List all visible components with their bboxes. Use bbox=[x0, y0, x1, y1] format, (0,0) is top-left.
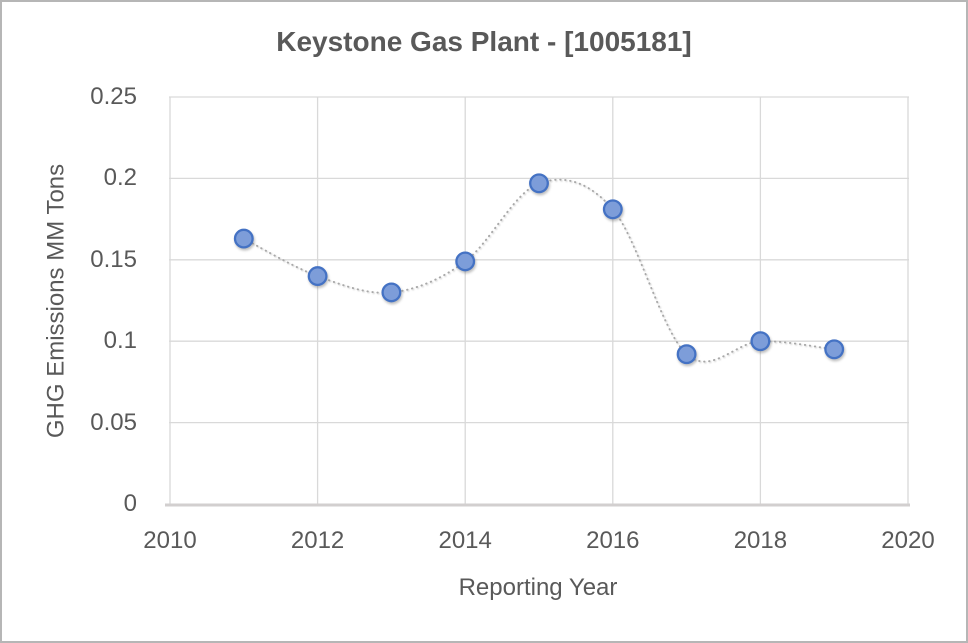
y-tick-label: 0 bbox=[123, 490, 137, 517]
x-tick-label: 2014 bbox=[438, 527, 492, 554]
y-tick-label: 0.1 bbox=[103, 327, 137, 355]
series-line bbox=[242, 178, 836, 363]
data-point bbox=[307, 266, 328, 287]
data-point bbox=[676, 344, 697, 365]
x-tick-label: 2010 bbox=[143, 527, 197, 554]
y-tick-label: 0.05 bbox=[90, 408, 137, 436]
data-point bbox=[455, 251, 476, 272]
chart-title: Keystone Gas Plant - [1005181] bbox=[276, 26, 692, 57]
data-point bbox=[233, 228, 254, 249]
series-line-group bbox=[242, 178, 836, 363]
x-tick-label: 2012 bbox=[290, 527, 345, 554]
data-point bbox=[529, 173, 549, 194]
data-point bbox=[381, 282, 402, 303]
x-tick-label: 2020 bbox=[881, 527, 935, 554]
data-point bbox=[602, 199, 623, 220]
data-point bbox=[824, 339, 845, 360]
y-tick-label: 0.25 bbox=[90, 83, 137, 110]
x-tick-label: 2016 bbox=[586, 527, 640, 554]
y-axis-title: GHG Emissions MM Tons bbox=[42, 163, 70, 439]
x-tick-label: 2018 bbox=[733, 527, 788, 554]
y-tick-label: 0.15 bbox=[90, 245, 137, 273]
y-tick-label: 0.2 bbox=[103, 164, 137, 192]
x-axis-title: Reporting Year bbox=[458, 574, 618, 601]
series-markers bbox=[233, 173, 845, 365]
data-point bbox=[750, 331, 771, 352]
